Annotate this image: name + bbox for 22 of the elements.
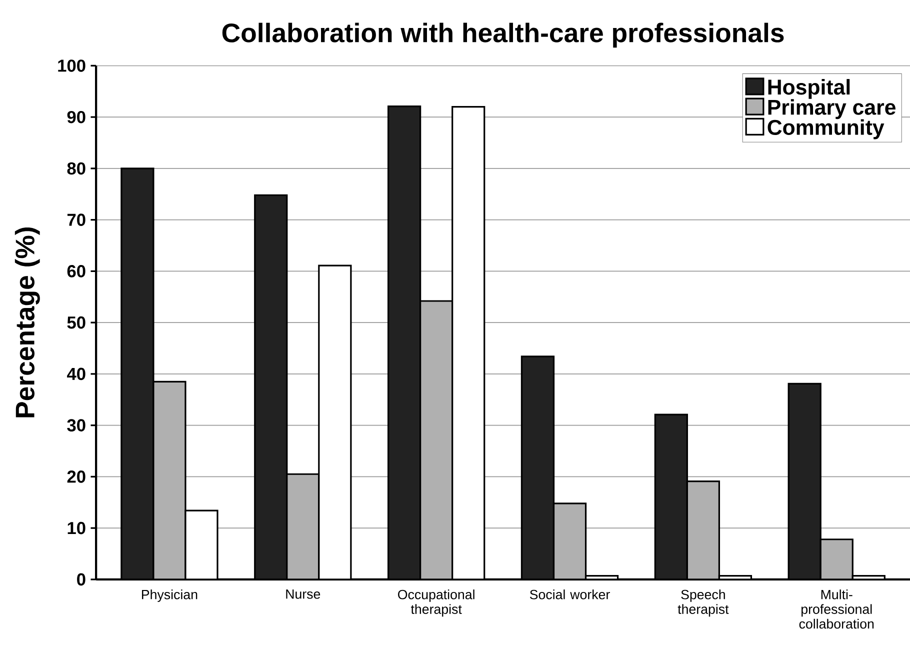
y-tick-label: 20: [67, 470, 86, 483]
x-tick-label: Speech therapist: [678, 589, 729, 616]
y-tick-label: 60: [67, 264, 86, 278]
y-tick-label: 0: [77, 573, 86, 586]
y-tick-label: 100: [58, 59, 86, 72]
legend-label: Primary care: [768, 98, 896, 119]
y-tick-label: 70: [67, 213, 86, 226]
x-tick-label: Nurse: [286, 589, 320, 599]
x-tick-label: Physician: [142, 589, 198, 602]
chart-title: Collaboration with health-care professionals: [222, 22, 784, 48]
x-tick-label: Occupational therapist: [398, 589, 474, 616]
y-tick-label: 90: [67, 110, 86, 123]
legend-label: Community: [768, 119, 884, 139]
x-tick-label: Social worker: [530, 589, 610, 600]
y-tick-label: 80: [67, 162, 86, 174]
y-axis-title: Percentage (%): [14, 227, 40, 417]
y-tick-label: 30: [67, 418, 86, 432]
y-tick-label: 10: [68, 522, 86, 534]
legend-label: Hospital: [768, 78, 850, 99]
y-tick-label: 40: [66, 368, 86, 380]
y-tick-label: 50: [67, 316, 86, 328]
x-tick-label: Multi-professional collaboration: [799, 589, 874, 628]
